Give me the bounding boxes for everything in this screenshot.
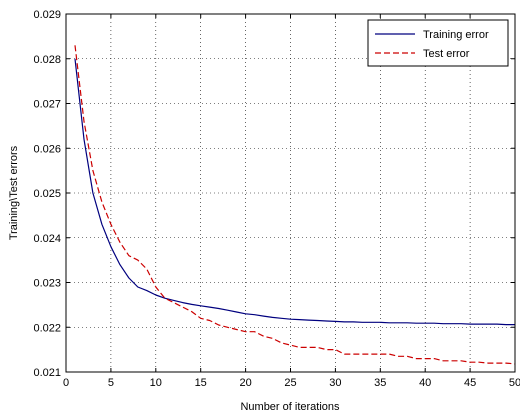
training-error-line	[74, 58, 515, 326]
y-tick-label: 0.023	[33, 278, 61, 290]
x-tick-label: 35	[374, 377, 386, 389]
y-tick-label: 0.027	[33, 99, 61, 111]
y-tick-label: 0.024	[33, 233, 61, 245]
legend-box	[367, 19, 509, 67]
x-tick-label: 10	[150, 377, 162, 389]
legend-label-test-error: Test error	[423, 48, 470, 60]
y-tick-label: 0.026	[33, 143, 61, 155]
axes-ticks: 0 5 10 15 20 25 30 35 40 45 50 0.021 0.022 0.023 0.024…	[33, 9, 520, 389]
x-tick-label: 0	[63, 377, 69, 389]
series-lines	[74, 45, 516, 365]
x-tick-label: 50	[509, 377, 520, 389]
y-tick-label: 0.028	[33, 54, 61, 66]
x-tick-label: 45	[464, 377, 476, 389]
grid-lines	[66, 14, 515, 372]
x-tick-label: 25	[284, 377, 296, 389]
y-tick-label: 0.021	[33, 367, 61, 379]
y-tick-label: 0.022	[33, 322, 61, 334]
x-tick-label: 15	[195, 377, 207, 389]
x-tick-label: 40	[419, 377, 431, 389]
x-tick-label: 5	[108, 377, 114, 389]
x-tick-label: 30	[329, 377, 341, 389]
y-tick-label: 0.029	[33, 9, 61, 21]
x-axis-label: Number of iterations	[240, 401, 340, 413]
legend: Training error Test error	[367, 19, 509, 67]
y-axis-label: Training\Test errors	[8, 145, 20, 240]
test-error-line	[74, 45, 516, 365]
legend-label-training-error: Training error	[423, 29, 489, 41]
y-tick-label: 0.025	[33, 188, 61, 200]
x-tick-label: 20	[239, 377, 251, 389]
